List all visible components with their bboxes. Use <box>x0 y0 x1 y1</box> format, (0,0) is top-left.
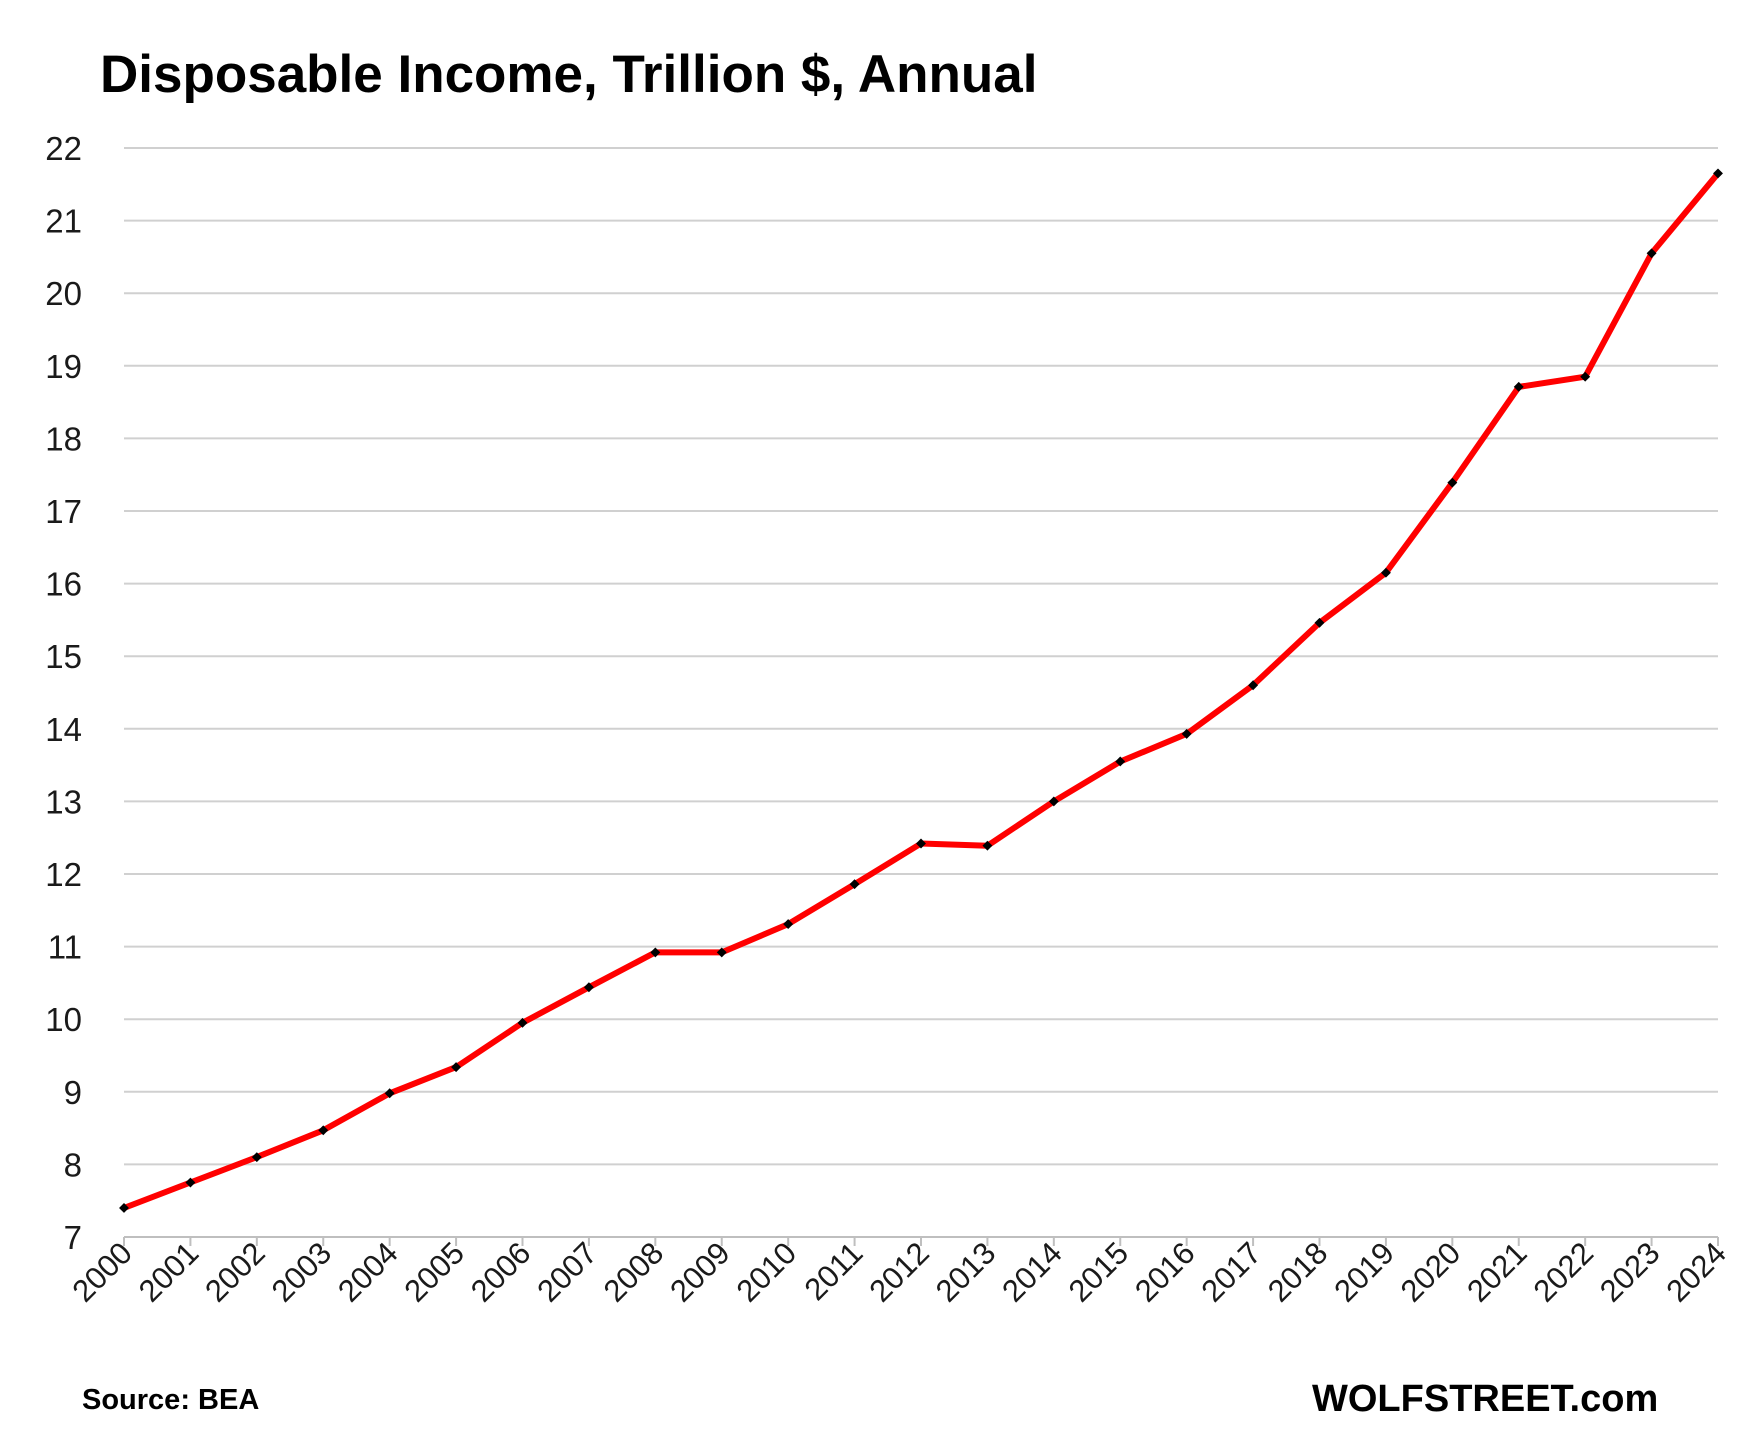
y-tick-label: 16 <box>45 566 82 603</box>
x-tick-label: 2009 <box>663 1235 737 1309</box>
x-tick-label: 2023 <box>1593 1235 1667 1309</box>
x-tick-label: 2019 <box>1327 1235 1401 1309</box>
y-tick-label: 9 <box>64 1074 82 1111</box>
y-tick-label: 13 <box>45 783 82 820</box>
y-axis-ticks: 7 8 9 10 11 12 13 14 15 16 17 18 19 20 21 22 <box>45 130 82 1256</box>
y-tick-label: 11 <box>48 929 82 966</box>
data-point-2024 <box>1713 168 1723 179</box>
data-point-2009 <box>716 947 727 958</box>
data-point-2010 <box>783 919 794 930</box>
y-tick-label: 22 <box>45 130 82 167</box>
data-point-2020 <box>1447 477 1458 488</box>
x-tick-label: 2004 <box>331 1235 405 1309</box>
x-tick-label: 2012 <box>862 1235 936 1309</box>
y-tick-label: 8 <box>64 1146 82 1183</box>
data-point-2007 <box>583 982 594 993</box>
y-tick-label: 14 <box>45 711 82 748</box>
x-tick-label: 2011 <box>798 1235 870 1307</box>
data-point-2012 <box>916 838 926 849</box>
x-tick-label: 2005 <box>398 1235 472 1309</box>
x-tick-label: 2015 <box>1062 1235 1136 1309</box>
y-tick-label: 20 <box>45 275 82 312</box>
data-point-2021 <box>1513 381 1524 392</box>
x-tick-label: 2016 <box>1128 1235 1202 1309</box>
x-tick-label: 2014 <box>995 1235 1069 1309</box>
y-tick-label: 15 <box>45 638 82 675</box>
data-point-2004 <box>384 1088 395 1099</box>
data-point-2016 <box>1181 728 1192 739</box>
x-tick-label: 2021 <box>1460 1235 1534 1309</box>
x-tick-label: 2002 <box>198 1235 272 1309</box>
y-tick-label: 18 <box>45 420 82 457</box>
x-axis: 2000200120022003200420052006200720082009… <box>65 1235 1733 1309</box>
y-gridlines <box>124 147 1718 1166</box>
x-tick-label: 2022 <box>1527 1235 1601 1309</box>
data-point-2022 <box>1580 371 1591 382</box>
x-tick-label: 2024 <box>1659 1235 1733 1309</box>
x-tick-label: 2013 <box>929 1235 1003 1309</box>
data-point-2015 <box>1115 756 1126 767</box>
x-tick-label: 2007 <box>530 1235 604 1309</box>
data-point-2006 <box>517 1017 528 1028</box>
data-point-2018 <box>1314 617 1325 628</box>
data-point-2019 <box>1380 567 1391 578</box>
y-tick-label: 17 <box>45 493 82 530</box>
data-point-2002 <box>251 1152 262 1163</box>
data-point-2011 <box>849 879 860 890</box>
series-line <box>121 170 1721 1211</box>
y-tick-label: 19 <box>45 348 82 385</box>
x-tick-label: 2018 <box>1261 1235 1335 1309</box>
data-point-2014 <box>1048 796 1059 807</box>
x-tick-label: 2010 <box>730 1235 804 1309</box>
data-point-2001 <box>185 1177 196 1188</box>
x-tick-label: 2008 <box>597 1235 671 1309</box>
data-point-2017 <box>1248 680 1259 691</box>
y-tick-label: 7 <box>64 1219 82 1256</box>
y-tick-label: 21 <box>45 203 82 240</box>
x-tick-label: 2017 <box>1195 1235 1269 1309</box>
data-point-2003 <box>318 1125 329 1136</box>
source-note: Source: BEA <box>82 1384 259 1416</box>
data-point-2008 <box>650 947 661 958</box>
y-tick-label: 12 <box>45 856 82 893</box>
data-point-2005 <box>451 1062 462 1073</box>
data-point-2023 <box>1646 248 1657 259</box>
series-layer <box>119 168 1723 1213</box>
chart-title: Disposable Income, Trillion $, Annual <box>100 45 1038 104</box>
data-point-2013 <box>982 840 993 851</box>
brand-watermark: WOLFSTREET.com <box>1312 1378 1658 1420</box>
data-point-2000 <box>119 1203 129 1213</box>
x-tick-label: 2020 <box>1394 1235 1468 1309</box>
y-tick-label: 10 <box>45 1001 82 1038</box>
x-tick-label: 2003 <box>265 1235 339 1309</box>
x-tick-label: 2001 <box>132 1235 206 1309</box>
x-tick-label: 2006 <box>464 1235 538 1309</box>
